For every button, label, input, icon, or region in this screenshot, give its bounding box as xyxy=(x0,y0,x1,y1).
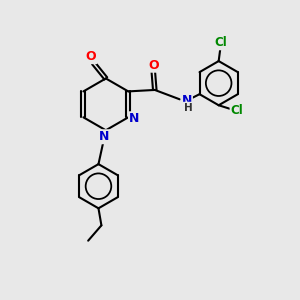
Text: Cl: Cl xyxy=(214,36,227,49)
Text: O: O xyxy=(148,59,159,72)
Text: Cl: Cl xyxy=(230,104,243,117)
Text: H: H xyxy=(184,103,192,112)
Text: N: N xyxy=(182,94,192,107)
Text: N: N xyxy=(129,112,139,125)
Text: N: N xyxy=(99,130,110,143)
Text: O: O xyxy=(86,50,96,63)
